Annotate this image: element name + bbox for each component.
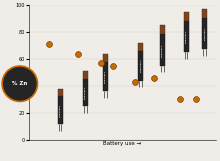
- Text: % Zn: % Zn: [12, 81, 28, 86]
- FancyBboxPatch shape: [160, 34, 165, 66]
- Text: DURACELL: DURACELL: [60, 103, 61, 117]
- Text: DURACELL: DURACELL: [186, 30, 187, 43]
- FancyBboxPatch shape: [202, 9, 207, 18]
- Ellipse shape: [2, 66, 37, 101]
- X-axis label: Battery use →: Battery use →: [103, 142, 141, 147]
- FancyBboxPatch shape: [83, 71, 88, 79]
- Text: DURACELL: DURACELL: [204, 27, 205, 40]
- FancyBboxPatch shape: [103, 53, 108, 62]
- Text: DURACELL: DURACELL: [162, 43, 163, 57]
- FancyBboxPatch shape: [138, 51, 143, 80]
- Text: DURACELL: DURACELL: [140, 59, 141, 72]
- FancyBboxPatch shape: [138, 43, 143, 51]
- FancyBboxPatch shape: [83, 79, 88, 106]
- FancyBboxPatch shape: [58, 96, 63, 124]
- Text: DURACELL: DURACELL: [85, 86, 86, 99]
- Text: DURACELL: DURACELL: [105, 70, 106, 83]
- FancyBboxPatch shape: [103, 62, 108, 91]
- FancyBboxPatch shape: [160, 25, 165, 34]
- FancyBboxPatch shape: [183, 20, 189, 52]
- FancyBboxPatch shape: [183, 12, 189, 20]
- FancyBboxPatch shape: [58, 89, 63, 96]
- FancyBboxPatch shape: [202, 18, 207, 49]
